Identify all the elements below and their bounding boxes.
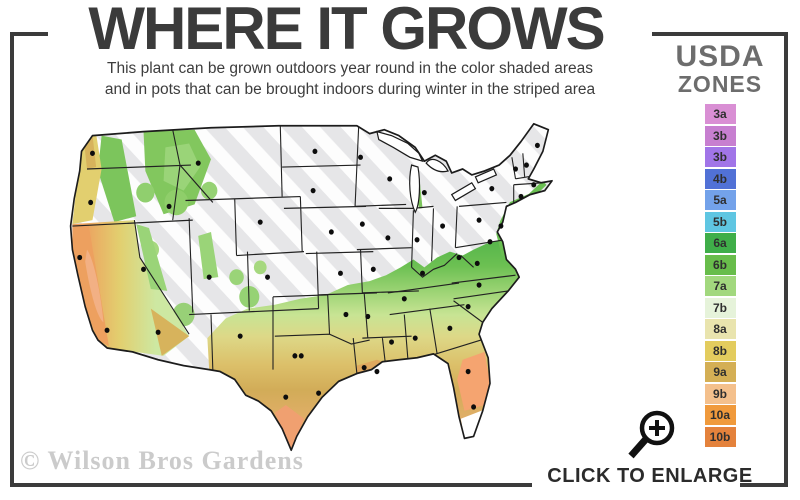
frame-border-left bbox=[10, 32, 14, 487]
usda-zones-legend: USDA ZONES 3a 3b 3b 4b 5a 5b 6a 6b 7a 7b 8a 8b 9a 9b 1… bbox=[656, 42, 784, 448]
zone-swatch-9a: 9a bbox=[704, 362, 736, 382]
magnifier-plus-icon[interactable] bbox=[619, 405, 681, 463]
striped-region bbox=[70, 123, 552, 451]
watermark: © Wilson Bros Gardens bbox=[20, 446, 304, 475]
state-borders bbox=[72, 125, 543, 374]
frame-border-top-left-stub bbox=[10, 32, 48, 36]
zone-swatch-8a: 8a bbox=[704, 319, 736, 339]
subtitle-line-2: and in pots that can be brought indoors … bbox=[104, 81, 596, 98]
legend-title-usda: USDA bbox=[675, 40, 765, 73]
frame-border-bottom-left bbox=[10, 483, 532, 487]
zone-swatch-7a: 7a bbox=[704, 276, 736, 296]
zone-swatch-6b: 6b bbox=[704, 254, 736, 275]
zone-swatch-10a: 10a bbox=[704, 405, 736, 425]
zone-swatch-3b: 3b bbox=[704, 125, 736, 146]
frame-border-right bbox=[784, 32, 788, 487]
zone-swatch-5b: 5b bbox=[704, 211, 736, 232]
zone-swatch-9b: 9b bbox=[704, 383, 736, 404]
frame-border-bottom-right bbox=[740, 483, 788, 487]
page-title: WHERE IT GROWS bbox=[88, 0, 605, 62]
usda-zones-list: 3a 3b 3b 4b 5a 5b 6a 6b 7a 7b 8a 8b 9a 9b 10a 10b bbox=[704, 104, 736, 447]
usda-zone-map[interactable] bbox=[56, 112, 614, 462]
zone-swatch-5a: 5a bbox=[704, 190, 736, 210]
frame-border-top-right-stub bbox=[652, 32, 788, 36]
pacific-coast-zones bbox=[72, 133, 190, 356]
us-map-outline bbox=[69, 122, 553, 452]
zone-swatch-3a: 3a bbox=[704, 104, 736, 124]
subtitle-line-1: This plant can be grown outdoors year ro… bbox=[107, 60, 593, 77]
zone-swatch-3b: 3b bbox=[704, 147, 736, 167]
enlarge-label[interactable]: CLICK TO ENLARGE bbox=[547, 465, 753, 487]
zone-swatch-4b: 4b bbox=[704, 168, 736, 189]
subtitle: This plant can be grown outdoors year ro… bbox=[40, 58, 660, 100]
city-dots bbox=[77, 142, 540, 410]
zone-swatch-8b: 8b bbox=[704, 340, 736, 361]
zone-swatch-7b: 7b bbox=[704, 297, 736, 318]
zone-swatch-6a: 6a bbox=[704, 233, 736, 253]
legend-title-zones: ZONES bbox=[677, 71, 763, 97]
great-lakes bbox=[376, 130, 498, 214]
zone-swatch-10b: 10b bbox=[704, 426, 736, 447]
enlarge-control[interactable]: CLICK TO ENLARGE bbox=[545, 405, 755, 488]
